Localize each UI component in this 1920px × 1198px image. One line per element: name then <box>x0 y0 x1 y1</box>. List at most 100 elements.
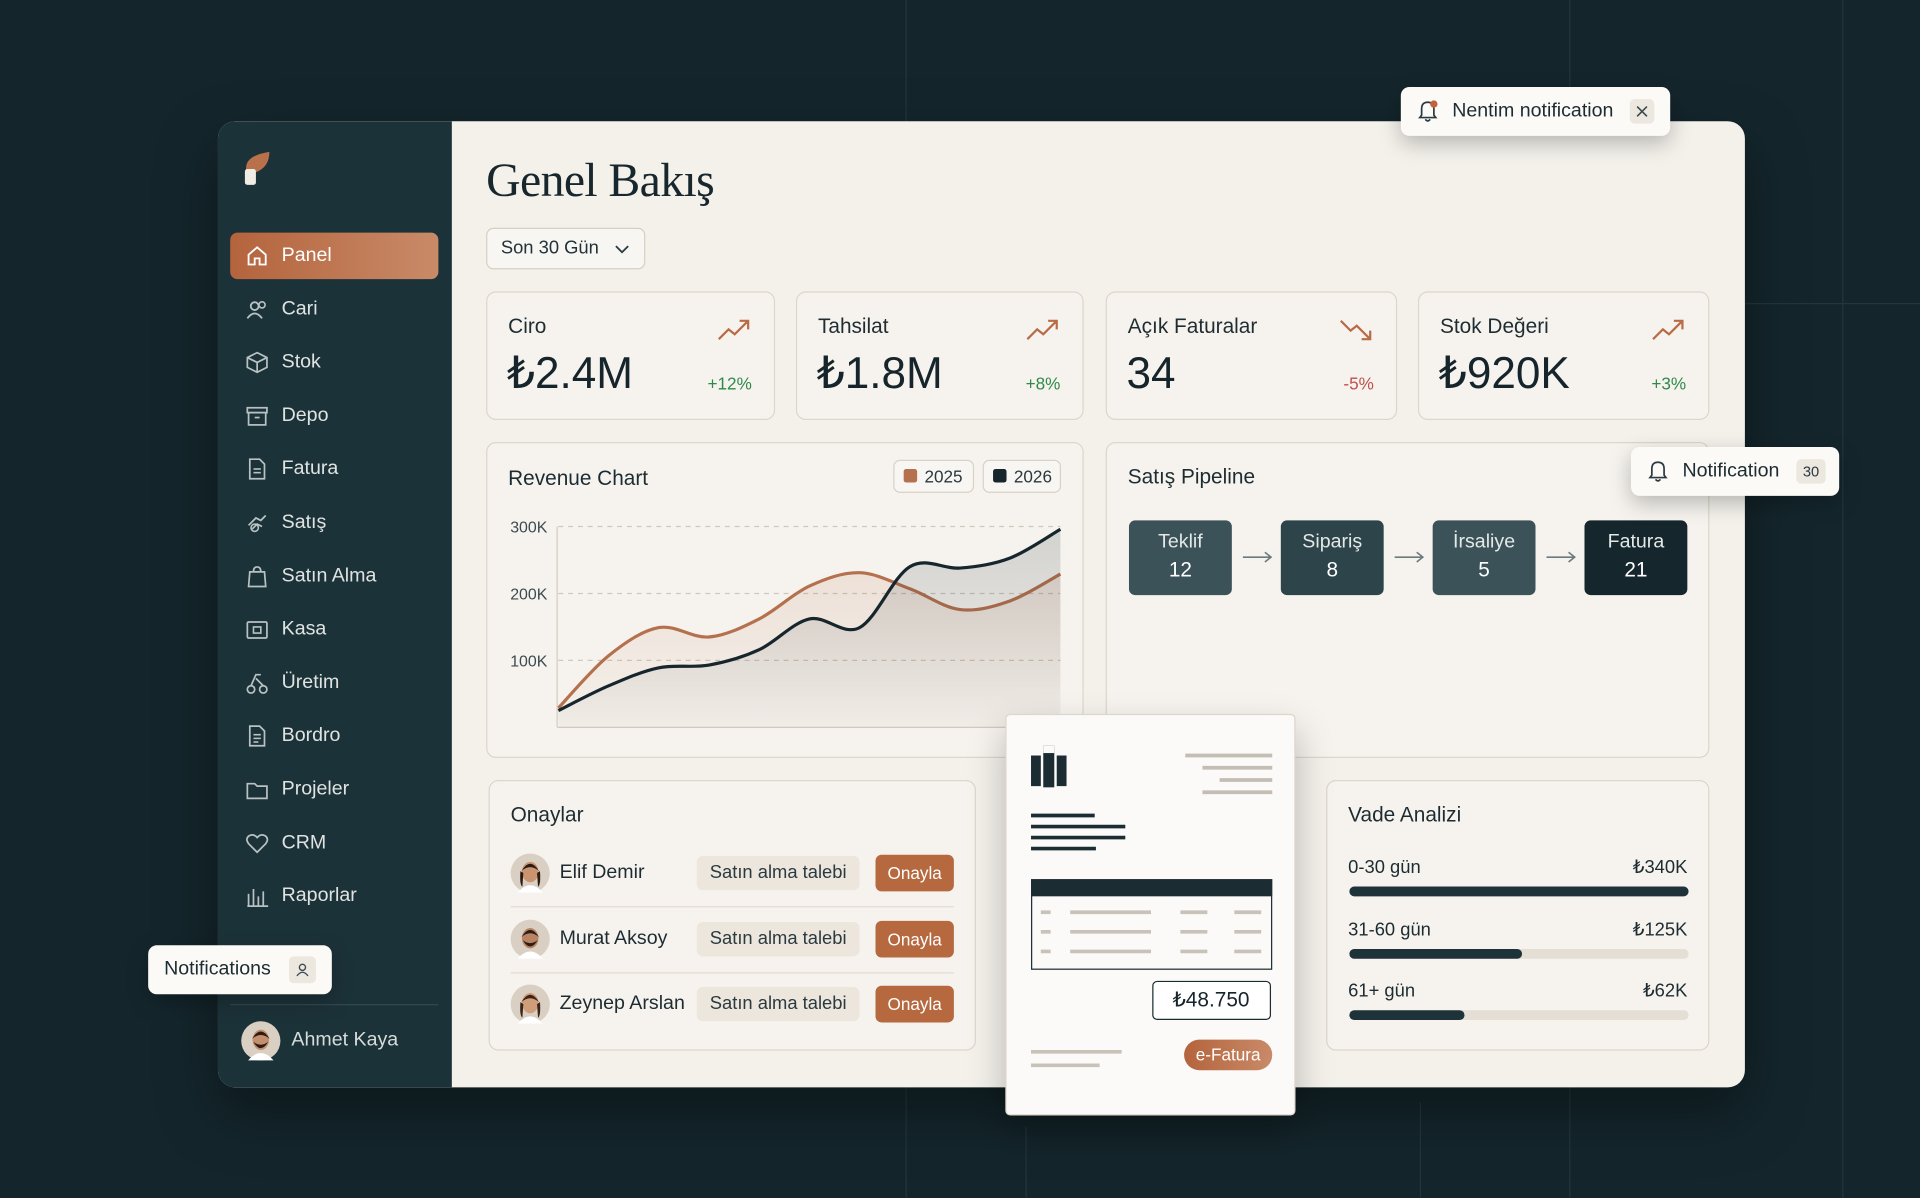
pipeline-stage: Fatura 21 <box>1584 520 1688 596</box>
nav-item[interactable]: Depo <box>230 393 438 440</box>
kpi-card: Tahsilat ₺1.8M +8% <box>795 291 1084 421</box>
nav-item[interactable]: CRM <box>230 820 438 867</box>
nav-icon <box>247 246 267 266</box>
icon-shape <box>250 673 264 687</box>
nav-item[interactable]: Projeler <box>230 767 438 814</box>
icon-shape <box>1026 319 1058 340</box>
aging-bar <box>1349 1010 1465 1021</box>
icon-shape <box>1636 105 1648 117</box>
approver-name: Elif Demir <box>559 862 645 883</box>
approve-button[interactable]: Onayla <box>875 985 954 1023</box>
pipeline-arrow <box>1242 551 1273 563</box>
notifications-icon-badge <box>288 956 316 984</box>
request-tag: Satın alma talebi <box>696 921 860 956</box>
invoice-card: ₺48.750 e-Fatura <box>1005 713 1296 1116</box>
nav-item[interactable]: Kasa <box>230 606 438 653</box>
icon-shape <box>248 1053 274 1061</box>
icon-shape <box>247 411 267 426</box>
aging-amount: ₺340K <box>1632 857 1688 878</box>
nav-item[interactable]: Raporlar <box>230 873 438 920</box>
icon-shape <box>1394 551 1425 563</box>
user-name: Ahmet Kaya <box>291 1029 399 1051</box>
logo <box>244 151 270 185</box>
approve-label: Onayla <box>887 994 942 1014</box>
nav-icon <box>246 833 269 853</box>
kpi-card: Stok Değeri ₺920K +3% <box>1417 291 1710 421</box>
icon-shape <box>1242 551 1273 563</box>
kpi-card: Açık Faturalar 34 -5% <box>1105 291 1398 421</box>
aging-title: Vade Analizi <box>1348 803 1462 827</box>
chevron <box>615 245 629 254</box>
approver-name: Murat Aksoy <box>559 927 668 949</box>
notification-toast: Nentim notification <box>1400 86 1671 136</box>
request-text: Satın alma talebi <box>709 927 847 949</box>
toast-close[interactable] <box>1629 99 1655 124</box>
icon-shape <box>253 1041 269 1049</box>
notification-badge: 30 <box>1796 459 1826 484</box>
icon-shape <box>246 351 268 374</box>
nav-label: Raporlar <box>281 885 357 907</box>
notification-popover: Notification 30 <box>1631 446 1840 496</box>
nav-item[interactable]: Fatura <box>230 446 438 493</box>
aging-track <box>1349 886 1689 897</box>
aging-amount: ₺125K <box>1632 918 1688 940</box>
nav-label: Depo <box>281 405 329 426</box>
nav-item[interactable]: Stok <box>230 339 438 386</box>
nav-label: Cari <box>281 298 318 320</box>
notifications-text: Notifications <box>164 958 271 980</box>
icon-shape <box>521 863 540 872</box>
nav-icon <box>246 300 266 319</box>
avatar <box>510 984 550 1024</box>
stage-label: Sipariş <box>1302 531 1363 553</box>
avatar <box>510 853 550 893</box>
nav-item[interactable]: Satın Alma <box>230 553 438 600</box>
nav-label: Üretim <box>281 671 340 693</box>
stage-label: İrsaliye <box>1453 531 1516 553</box>
nav-item[interactable]: Üretim <box>230 660 438 707</box>
icon-shape <box>521 929 540 937</box>
notifications-button[interactable]: Notifications <box>148 945 332 995</box>
nav-item[interactable]: Satış <box>230 500 438 547</box>
approvals-title: Onaylar <box>510 803 584 827</box>
icon-shape <box>252 626 262 635</box>
icon-shape <box>249 300 260 311</box>
icon-shape <box>1031 813 1126 851</box>
nav-item[interactable]: Panel <box>230 232 439 280</box>
icon-shape <box>522 939 538 946</box>
pipeline-arrow <box>1394 551 1425 563</box>
range-label: Son 30 Gün <box>500 237 599 259</box>
icon-shape <box>1031 910 1262 1068</box>
stage-count: 8 <box>1326 558 1339 582</box>
kpi-label: Stok Değeri <box>1440 314 1549 338</box>
row-divider <box>510 906 954 908</box>
approve-button[interactable]: Onayla <box>875 854 954 892</box>
notification-text: Notification <box>1682 460 1780 482</box>
icon-shape <box>248 458 266 481</box>
icon-shape <box>517 1016 543 1024</box>
nav-item[interactable]: Bordro <box>230 713 438 760</box>
nav-item[interactable]: Cari <box>230 286 438 333</box>
nav-icon <box>246 621 268 640</box>
icon-shape <box>520 871 541 887</box>
icon-shape <box>246 833 269 853</box>
nav-icon <box>246 782 268 800</box>
icon-shape <box>246 621 268 640</box>
trend-icon <box>717 319 750 340</box>
approve-button[interactable]: Onayla <box>875 920 954 957</box>
aging-amount: ₺62K <box>1642 980 1688 1002</box>
badge-count: 30 <box>1802 462 1820 481</box>
icon-shape <box>1043 745 1055 788</box>
icon-shape <box>298 963 307 972</box>
trend-icon <box>1340 320 1372 341</box>
request-text: Satın alma talebi <box>709 862 847 883</box>
pipeline-stage: İrsaliye 5 <box>1432 520 1536 596</box>
icon-shape <box>246 782 268 800</box>
stage-count: 5 <box>1478 558 1490 582</box>
range-dropdown[interactable]: Son 30 Gün <box>486 227 646 270</box>
approve-label: Onayla <box>887 863 942 883</box>
aging-label: 0-30 gün <box>1348 857 1421 878</box>
aging-bar <box>1349 886 1689 897</box>
sidebar-divider <box>230 1004 439 1006</box>
